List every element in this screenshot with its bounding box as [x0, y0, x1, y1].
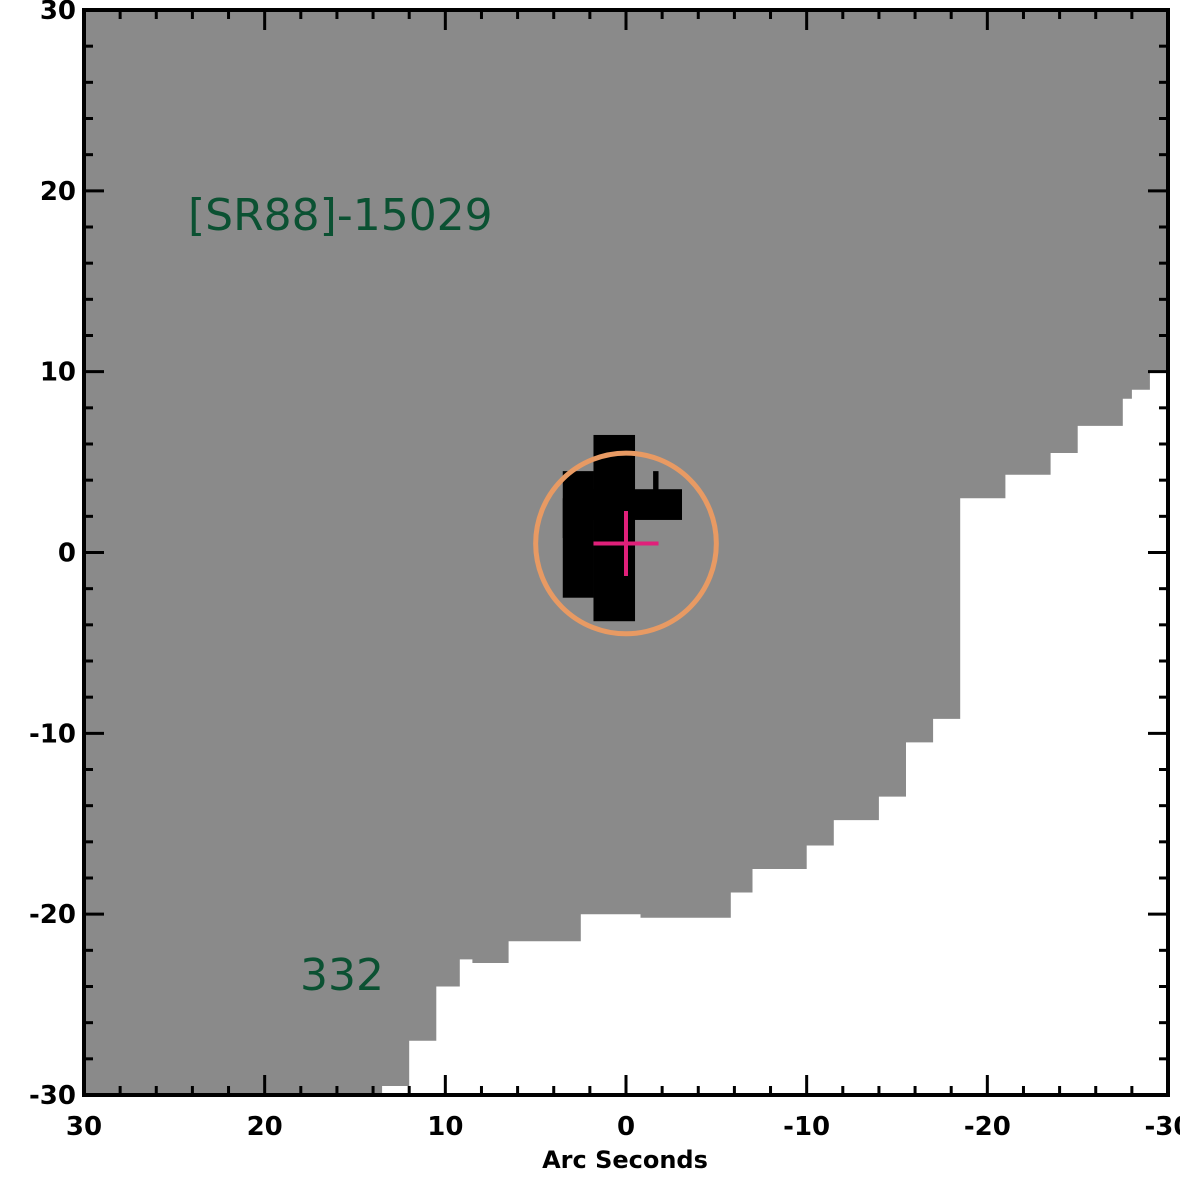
- source-label: [SR88]-15029: [188, 190, 493, 241]
- y-tick-label: 10: [40, 358, 76, 388]
- axes: [82, 8, 1170, 1097]
- source-pixel-block: [562, 471, 594, 598]
- source-pixel-block: [653, 471, 659, 499]
- x-tick-label: 10: [427, 1112, 463, 1142]
- y-tick-label: 0: [58, 539, 76, 569]
- x-tick-label: -30: [1145, 1112, 1180, 1142]
- y-tick-label: -20: [29, 900, 76, 930]
- x-tick-label: -20: [964, 1112, 1011, 1142]
- y-tick-label: -10: [29, 719, 76, 749]
- x-tick-label: 20: [247, 1112, 283, 1142]
- y-tick-label: 20: [40, 177, 76, 207]
- x-tick-label: -10: [783, 1112, 830, 1142]
- source-pixel-block: [593, 434, 636, 622]
- x-tick-label: 0: [617, 1112, 635, 1142]
- x-tick-label: 30: [66, 1112, 102, 1142]
- y-tick-label: 30: [40, 0, 76, 26]
- plot-area: [84, 10, 1168, 1095]
- x-axis-title: Arc Seconds: [542, 1146, 708, 1174]
- field-label: 332: [300, 950, 384, 1001]
- aperture-circle: [533, 450, 719, 637]
- y-tick-label: -30: [29, 1081, 76, 1111]
